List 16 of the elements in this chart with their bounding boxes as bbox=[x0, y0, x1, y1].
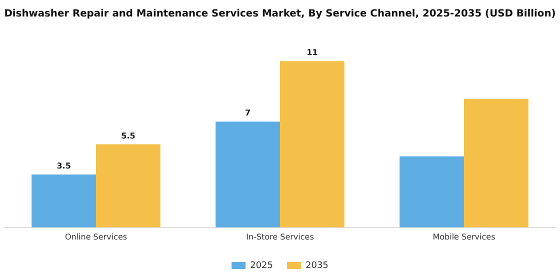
bar bbox=[216, 122, 280, 228]
bar bbox=[96, 144, 160, 228]
legend-label: 2035 bbox=[306, 260, 328, 271]
x-tick-label: Mobile Services bbox=[432, 232, 496, 242]
x-tick-label: Online Services bbox=[64, 232, 128, 242]
bar bbox=[32, 174, 96, 228]
bar bbox=[400, 156, 464, 228]
bar bbox=[464, 98, 528, 228]
legend-label: 2025 bbox=[250, 260, 273, 271]
x-tick-label: In-Store Services bbox=[246, 232, 314, 242]
bar bbox=[280, 61, 344, 228]
data-label: 3.5 bbox=[56, 162, 72, 171]
chart-title: Dishwasher Repair and Maintenance Services Market, By Service Channel, 2025-2035 (USD Billion) bbox=[4, 8, 556, 20]
data-label: 7 bbox=[245, 108, 251, 118]
data-label: 5.5 bbox=[121, 131, 136, 140]
data-label: 11 bbox=[306, 48, 318, 58]
